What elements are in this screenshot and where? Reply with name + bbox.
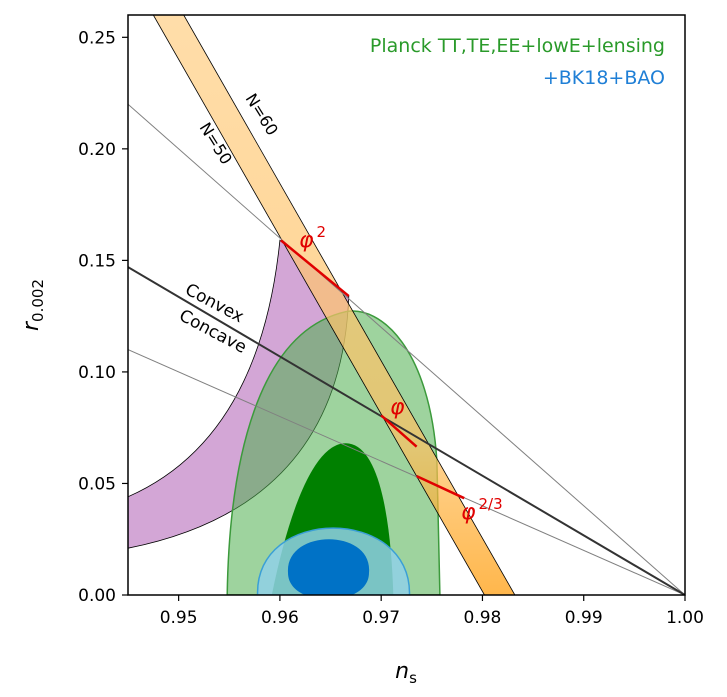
x-tick-label: 0.99 [565, 608, 603, 628]
y-tick-label: 0.00 [78, 586, 116, 606]
x-tick-label: 0.96 [261, 608, 299, 628]
x-tick-label: 1.00 [666, 608, 704, 628]
phi23-exponent: 2/3 [479, 495, 503, 513]
phi2-segment [280, 239, 350, 298]
y-axis-ticks: 0.00 0.05 0.10 0.15 0.20 0.25 [78, 28, 128, 606]
x-tick-label: 0.95 [160, 608, 198, 628]
y-axis-label-sub: 0.002 [29, 279, 47, 322]
n-efolds-band [153, 15, 515, 595]
phi23-label: φ 2/3 [461, 495, 503, 525]
x-axis-label: ns [395, 659, 417, 687]
x-tick-label: 0.98 [464, 608, 502, 628]
y-tick-label: 0.05 [78, 474, 116, 494]
y-axis-label: r0.002 [19, 279, 47, 331]
y-tick-label: 0.20 [78, 140, 116, 160]
n60-line [183, 15, 516, 595]
phi-label: φ [390, 395, 405, 420]
y-tick-label: 0.15 [78, 251, 116, 271]
x-axis-label-sub: s [409, 669, 417, 687]
n50-line [152, 15, 485, 595]
legend-planck: Planck TT,TE,EE+lowE+lensing [370, 35, 665, 57]
x-tick-label: 0.97 [362, 608, 400, 628]
phi23-segment [416, 474, 465, 500]
plot-frame [127, 14, 686, 596]
phi-segment [380, 414, 418, 448]
concave-region [128, 239, 350, 549]
phi2-exponent: 2 [317, 223, 327, 241]
x-axis-ticks: 0.95 0.96 0.97 0.98 0.99 1.00 [160, 595, 704, 628]
lower-thin-line [128, 349, 685, 595]
y-tick-label: 0.25 [78, 28, 116, 48]
convex-concave-boundary-line [128, 266, 685, 595]
upper-thin-line [128, 103, 685, 595]
y-tick-label: 0.10 [78, 363, 116, 383]
legend-bk18-bao: +BK18+BAO [543, 67, 665, 89]
bk18-bao-68-contour [287, 539, 370, 595]
